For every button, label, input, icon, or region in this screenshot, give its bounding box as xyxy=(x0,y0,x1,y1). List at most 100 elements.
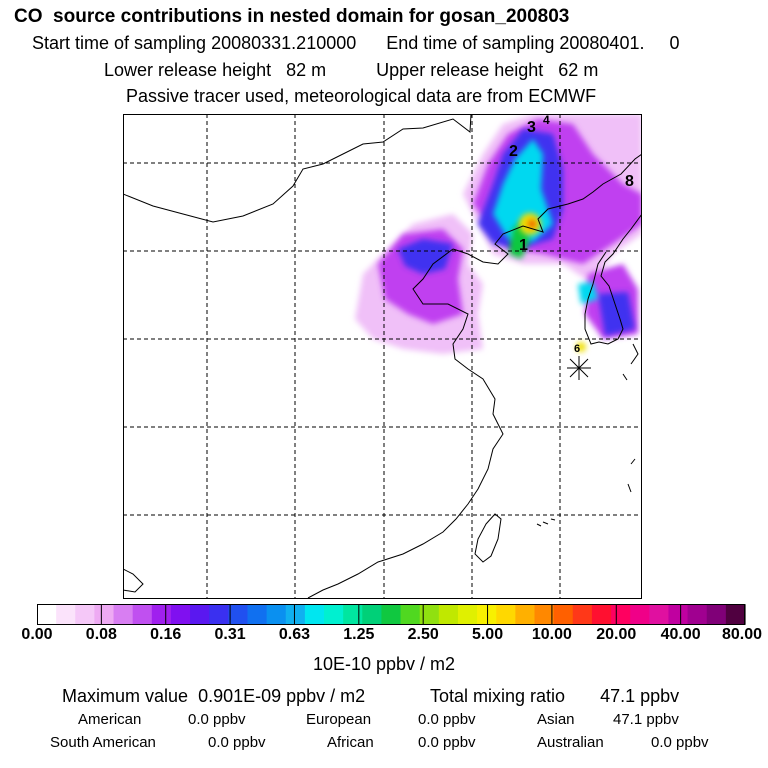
colorbar-cell xyxy=(209,605,229,624)
total-mixing-value: 47.1 ppbv xyxy=(600,686,680,706)
colorbar-tick-label: 5.00 xyxy=(471,626,504,643)
end-time-label: End time of sampling xyxy=(386,33,555,53)
colorbar-cell xyxy=(706,605,727,624)
colorbar-cell xyxy=(400,605,421,624)
lower-release-value: 82 m xyxy=(286,60,327,80)
region-south-american-name: South American xyxy=(50,734,156,751)
coastline-japan xyxy=(622,343,639,493)
coastline-islands xyxy=(536,518,556,527)
region-asian-value: 47.1 ppbv xyxy=(613,711,679,728)
colorbar-units: 10E-10 ppbv / m2 xyxy=(312,654,456,674)
start-time-value: 20080331.210000 xyxy=(211,33,357,53)
source-label-4: 4 xyxy=(543,114,550,127)
colorbar-cell xyxy=(419,605,440,624)
region-australian-name: Australian xyxy=(537,734,604,751)
colorbar-cell xyxy=(534,605,555,624)
end-time-value: 20080401. 0 xyxy=(559,33,680,53)
max-value-label: Maximum value xyxy=(62,686,189,706)
coastline-korea xyxy=(584,213,642,345)
plume-blue-korea xyxy=(598,292,635,336)
colorbar-cell xyxy=(438,605,459,624)
colorbar-cell xyxy=(285,605,306,624)
tracer-note: Passive tracer used, meteorological data… xyxy=(126,86,597,106)
source-label-8: 8 xyxy=(625,173,634,190)
colorbar-cell xyxy=(56,605,76,624)
colorbar-cell xyxy=(381,605,402,624)
plume-cyan-korea xyxy=(578,282,598,304)
colorbar-cell xyxy=(611,605,631,624)
release-height-line: Lower release height 82 m Upper release … xyxy=(104,60,598,81)
lower-release-label: Lower release height xyxy=(104,60,272,80)
region-american-name: American xyxy=(78,711,142,728)
source-label-3: 3 xyxy=(527,119,536,136)
graticule xyxy=(123,114,642,598)
colorbar-cell xyxy=(37,605,57,624)
colorbar-cell xyxy=(630,605,650,624)
colorbar-cell xyxy=(228,605,249,624)
colorbar-tick-label: 0.00 xyxy=(21,626,53,643)
region-european-value: 0.0 ppbv xyxy=(418,711,476,728)
colorbar-cell xyxy=(324,605,344,624)
plume-hotspot-orange xyxy=(527,219,537,229)
colorbar-cell xyxy=(151,605,172,624)
colorbar-cell xyxy=(190,605,210,624)
upper-release-value: 62 m xyxy=(558,60,599,80)
colorbar-tick-label: 1.25 xyxy=(343,626,375,643)
colorbar-cell xyxy=(266,605,287,624)
figure-title: CO source contributions in nested domain… xyxy=(14,6,570,27)
region-australian-value: 0.0 ppbv xyxy=(651,734,709,751)
colorbar-cell xyxy=(457,605,478,624)
colorbar-cell xyxy=(725,605,746,624)
max-value: 0.901E-09 ppbv / m2 xyxy=(198,686,366,706)
colorbar-tick-label: 2.50 xyxy=(407,626,439,643)
colorbar-tick-label: 0.31 xyxy=(214,626,246,643)
sampling-times-line: Start time of sampling 20080331.210000 E… xyxy=(32,33,679,54)
coastline-hainan xyxy=(123,568,144,593)
plume-cyan-north xyxy=(493,139,553,242)
region-african-value: 0.0 ppbv xyxy=(418,734,476,751)
plume-blue-west xyxy=(398,239,453,274)
source-label-2: 2 xyxy=(509,143,518,160)
colorbar-tick-label: 80.00 xyxy=(721,626,763,643)
colorbar-cell xyxy=(247,605,268,624)
colorbar-tick-label: 0.16 xyxy=(150,626,182,643)
colorbar-cell xyxy=(343,605,363,624)
plume-hotspot-jeju xyxy=(576,342,586,352)
coastline-taiwan xyxy=(474,513,502,563)
colorbar-cell xyxy=(572,605,593,624)
colorbar-cell xyxy=(591,605,612,624)
colorbar-tick-label: 20.00 xyxy=(596,626,637,643)
max-value-line: Maximum value 0.901E-09 ppbv / m2 xyxy=(62,686,365,707)
region-african-name: African xyxy=(327,734,374,751)
source-label-6: 6 xyxy=(574,343,580,355)
colorbar-cell xyxy=(170,605,191,624)
colorbar-cell xyxy=(94,605,115,624)
colorbar-tick-label: 40.00 xyxy=(660,626,701,643)
colorbar-cell xyxy=(132,605,153,624)
colorbar-cell xyxy=(113,605,134,624)
region-european-name: European xyxy=(306,711,372,728)
total-mixing-label: Total mixing ratio xyxy=(430,686,566,706)
total-mixing-line: Total mixing ratio 47.1 ppbv xyxy=(430,686,679,707)
colorbar-cell xyxy=(75,605,96,624)
colorbar-cell xyxy=(668,605,689,624)
upper-release-label: Upper release height xyxy=(376,60,544,80)
colorbar-cell xyxy=(553,605,574,624)
source-label-1: 1 xyxy=(519,237,528,254)
colorbar-cell xyxy=(515,605,536,624)
colorbar-cell xyxy=(362,605,383,624)
asterisk-icon xyxy=(567,356,591,380)
colorbar-cell xyxy=(496,605,516,624)
region-south-american-value: 0.0 ppbv xyxy=(208,734,266,751)
colorbar-cell xyxy=(649,605,670,624)
coastlines xyxy=(123,114,642,598)
map-panel: 1 2 3 4 6 8 xyxy=(123,114,642,599)
start-time-label: Start time of sampling xyxy=(32,33,207,53)
map-frame xyxy=(123,114,642,599)
colorbar-tick-label: 0.08 xyxy=(85,626,117,643)
colorbar-cell xyxy=(304,605,325,624)
region-american-value: 0.0 ppbv xyxy=(188,711,246,728)
colorbar-cell xyxy=(477,605,497,624)
colorbar-tick-label: 0.63 xyxy=(278,626,311,643)
colorbar-cell xyxy=(687,605,708,624)
